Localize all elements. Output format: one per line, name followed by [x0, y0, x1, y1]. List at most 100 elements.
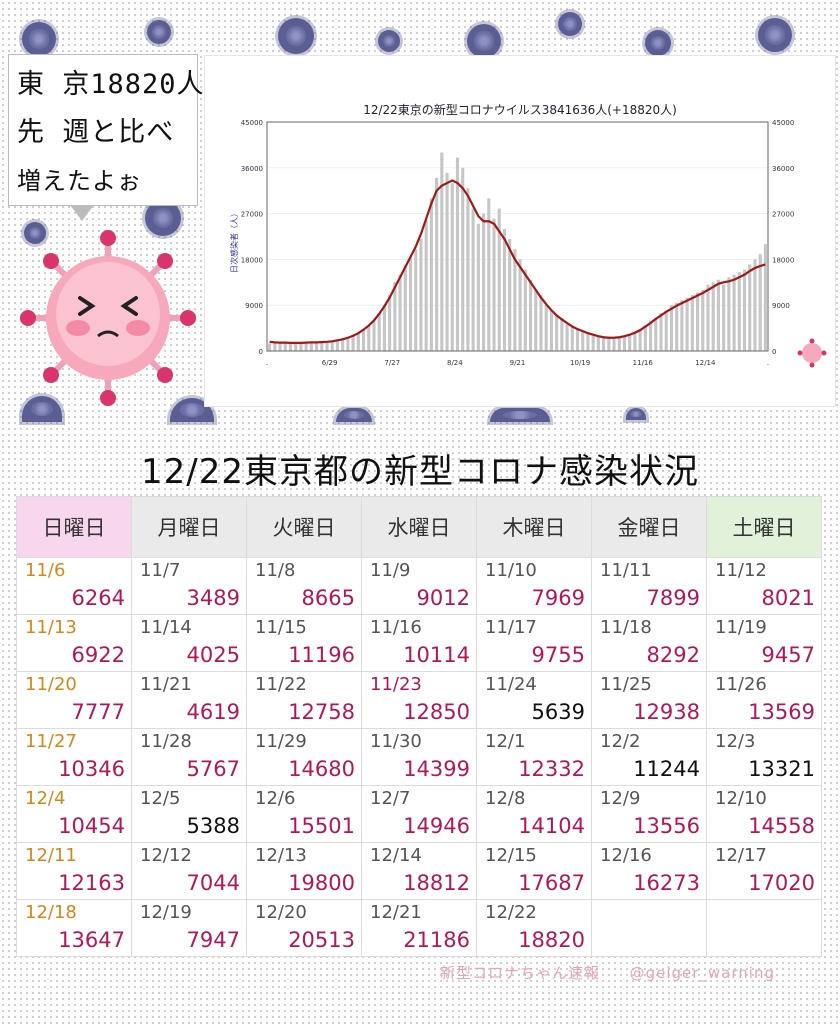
daily-bar	[586, 333, 590, 351]
daily-bar	[633, 333, 637, 351]
case-count: 18812	[403, 871, 470, 895]
table-row: 12/11 12163 12/12 7044 12/13 19800 12/14 18812 1…	[16, 842, 822, 900]
day-cell: 11/22 12758	[246, 671, 362, 729]
cases-chart: 12/22東京の新型コロナウイルス3841636人(+18820人) 0 9000…	[229, 102, 794, 367]
day-cell: 12/17 17020	[706, 842, 822, 900]
daily-bar	[351, 334, 355, 351]
case-count: 16273	[633, 871, 700, 895]
virus-illustration	[24, 222, 46, 244]
date-label: 11/23	[370, 674, 422, 695]
day-cell: 11/17 9755	[476, 614, 592, 672]
plot-frame	[266, 121, 769, 352]
date-label: 11/11	[600, 560, 652, 581]
date-label: 11/13	[25, 617, 77, 638]
daily-bar	[732, 274, 736, 351]
day-cell: 12/12 7044	[131, 842, 247, 900]
daily-bar	[685, 297, 689, 351]
day-cell: 11/21 4619	[131, 671, 247, 729]
daily-bar	[482, 213, 486, 351]
virus-illustration	[490, 408, 550, 422]
case-count: 14399	[403, 757, 470, 781]
daily-bar	[628, 335, 632, 351]
day-cell: 12/21 21186	[361, 899, 477, 957]
daily-bar	[654, 317, 658, 351]
daily-bar	[455, 157, 460, 351]
daily-bar	[575, 328, 580, 351]
weekday-header: 月曜日	[131, 496, 247, 558]
date-label: 12/22	[485, 902, 537, 923]
date-label: 11/9	[370, 560, 411, 581]
case-count: 3489	[186, 586, 240, 610]
day-cell: 11/14 4025	[131, 614, 247, 672]
daily-bar	[555, 315, 559, 351]
day-cell: 11/24 5639	[476, 671, 592, 729]
x-tick-label: 9/21	[510, 359, 526, 367]
day-cell: 12/9 13556	[591, 785, 707, 843]
virus-illustration	[467, 24, 501, 58]
virus-illustration	[147, 20, 171, 44]
date-label: 11/21	[140, 674, 192, 695]
daily-bar	[706, 284, 710, 351]
y-tick-label: 45000	[241, 119, 263, 127]
date-label: 12/3	[715, 731, 756, 752]
weekday-header: 火曜日	[246, 496, 362, 558]
day-cell: 11/19 9457	[706, 614, 822, 672]
daily-bar	[565, 323, 569, 351]
case-count: 12163	[58, 871, 125, 895]
daily-bar	[330, 340, 334, 351]
case-count: 13647	[58, 928, 125, 952]
date-label: 11/14	[140, 617, 192, 638]
daily-bar	[716, 279, 720, 351]
daily-bar	[382, 305, 386, 351]
daily-bar	[361, 329, 366, 351]
day-cell: 12/20 20513	[246, 899, 362, 957]
daily-bar	[607, 338, 611, 351]
case-count: 8292	[646, 643, 700, 667]
case-count: 14946	[403, 814, 470, 838]
daily-bar	[497, 208, 501, 351]
daily-bar	[335, 339, 340, 351]
daily-bar	[602, 337, 606, 351]
weekday-header: 日曜日	[16, 496, 132, 558]
daily-bar	[471, 208, 475, 351]
case-count: 6922	[71, 643, 125, 667]
day-cell: 11/16 10114	[361, 614, 477, 672]
daily-bar	[748, 264, 752, 351]
day-cell: 11/9 9012	[361, 557, 477, 615]
day-cell: 11/27 10346	[16, 728, 132, 786]
date-label: 11/8	[255, 560, 296, 581]
case-count: 14104	[518, 814, 585, 838]
case-count: 15501	[288, 814, 355, 838]
case-count: 7044	[186, 871, 240, 895]
weekday-header: 水曜日	[361, 496, 477, 558]
date-label: 11/30	[370, 731, 422, 752]
day-cell: 11/23 12850	[361, 671, 477, 729]
y-tick-label: 36000	[241, 165, 263, 173]
case-count: 18820	[518, 928, 585, 952]
date-label: 11/20	[25, 674, 77, 695]
date-label: 12/21	[370, 902, 422, 923]
case-count: 11196	[288, 643, 355, 667]
daily-bar	[315, 342, 319, 351]
day-cell: 12/15 17687	[476, 842, 592, 900]
daily-bar	[367, 325, 371, 351]
daily-bar	[596, 336, 600, 351]
day-cell: 11/15 11196	[246, 614, 362, 672]
date-label: 12/8	[485, 788, 526, 809]
y-tick-label: 9000	[245, 302, 263, 310]
case-count: 7947	[186, 928, 240, 952]
date-label: 12/4	[25, 788, 66, 809]
date-label: 11/7	[140, 560, 181, 581]
date-label: 11/6	[25, 560, 66, 581]
date-label: 12/17	[715, 845, 767, 866]
table-row: 11/27 10346 11/28 5767 11/29 14680 11/30 14399 1…	[16, 728, 822, 786]
day-cell: 11/29 14680	[246, 728, 362, 786]
x-tick-label: 7/27	[384, 359, 400, 367]
speech-line: 先 週と比べ	[17, 117, 175, 148]
daily-bar	[476, 223, 480, 351]
daily-bar	[758, 254, 762, 351]
date-label: 12/7	[370, 788, 411, 809]
date-label: 11/16	[370, 617, 422, 638]
daily-bar	[299, 342, 303, 351]
day-cell: 12/16 16273	[591, 842, 707, 900]
